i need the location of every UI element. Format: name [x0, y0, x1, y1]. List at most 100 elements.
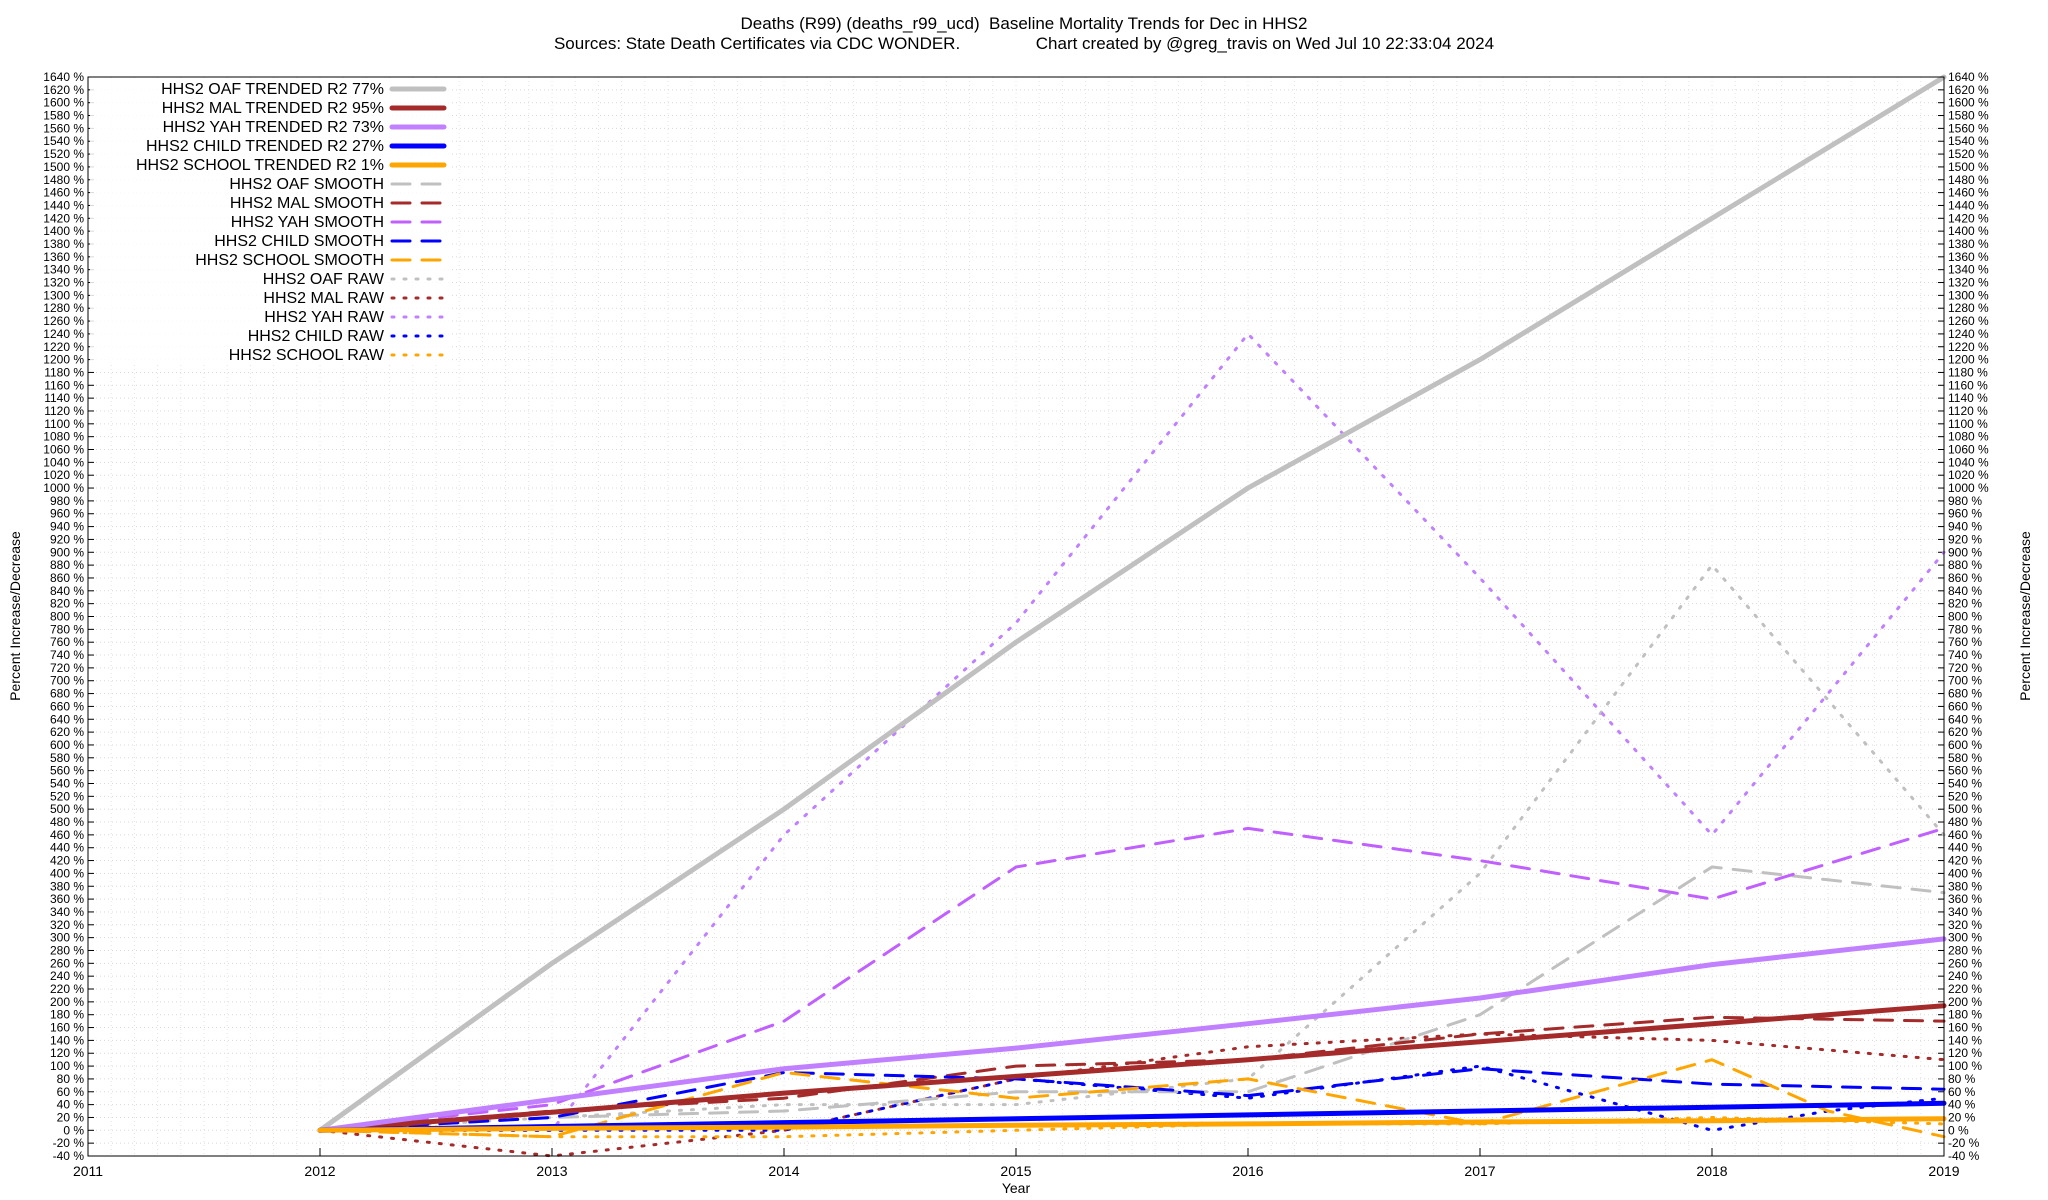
legend-entry-label: HHS2 YAH SMOOTH — [231, 214, 384, 231]
y2-tick-label: 1400 % — [1948, 224, 1989, 238]
y2-tick-label: 1600 % — [1948, 96, 1989, 110]
y-tick-label: 620 % — [50, 725, 84, 739]
y2-tick-label: 1560 % — [1948, 121, 1989, 135]
y2-tick-label: 1260 % — [1948, 314, 1989, 328]
y-tick-label: 1420 % — [43, 211, 84, 225]
y-axis-ticks: -40 % -40 %-20 % -20 %0 % 0 %20 % 20 %40 % 40… — [43, 70, 1989, 1163]
x-axis-label: Year — [1002, 1180, 1031, 1196]
y2-tick-label: 960 % — [1948, 507, 1982, 521]
y-tick-label: 1040 % — [43, 455, 84, 469]
y2-tick-label: 1520 % — [1948, 147, 1989, 161]
y2-tick-label: 1320 % — [1948, 276, 1989, 290]
y2-tick-label: 480 % — [1948, 815, 1982, 829]
y2-tick-label: 540 % — [1948, 776, 1982, 790]
x-tick-label: 2012 — [304, 1163, 335, 1179]
y2-tick-label: -40 % — [1948, 1149, 1980, 1163]
y2-tick-label: 180 % — [1948, 1008, 1982, 1022]
y2-tick-label: 680 % — [1948, 687, 1982, 701]
y-tick-label: 1500 % — [43, 160, 84, 174]
x-tick-label: 2017 — [1464, 1163, 1495, 1179]
y-tick-label: 360 % — [50, 892, 84, 906]
y-tick-label: 1260 % — [43, 314, 84, 328]
y-tick-label: 1580 % — [43, 109, 84, 123]
y-tick-label: 200 % — [50, 995, 84, 1009]
y-tick-label: 220 % — [50, 982, 84, 996]
y-tick-label: 1340 % — [43, 263, 84, 277]
y-tick-label: 520 % — [50, 789, 84, 803]
y-tick-label: 1160 % — [44, 378, 84, 392]
legend-entry-label: HHS2 CHILD SMOOTH — [214, 233, 384, 250]
y-tick-label: 680 % — [50, 687, 84, 701]
y-tick-label: 1640 % — [43, 70, 84, 84]
y-tick-label: 1120 % — [44, 404, 84, 418]
y-tick-label: 0 % — [63, 1123, 84, 1137]
legend-entry-label: HHS2 OAF RAW — [263, 271, 385, 288]
y2-tick-label: 1500 % — [1948, 160, 1989, 174]
y2-tick-label: 60 % — [1948, 1085, 1976, 1099]
series-line — [318, 1064, 1946, 1132]
y-tick-label: 320 % — [50, 918, 84, 932]
legend-entry-label: HHS2 MAL TRENDED R2 95% — [162, 100, 384, 117]
y-tick-label: 880 % — [50, 558, 84, 572]
y2-tick-label: 1080 % — [1948, 430, 1989, 444]
y2-tick-label: 380 % — [1948, 879, 1982, 893]
y2-tick-label: 320 % — [1948, 918, 1982, 932]
y2-tick-label: 580 % — [1948, 751, 1982, 765]
y2-tick-label: 560 % — [1948, 764, 1982, 778]
y-tick-label: 100 % — [50, 1059, 84, 1073]
y-tick-label: 780 % — [50, 622, 84, 636]
series-lines — [317, 74, 1947, 1158]
y-tick-label: 420 % — [50, 854, 84, 868]
y-tick-label: 260 % — [50, 956, 84, 970]
y2-tick-label: 300 % — [1948, 931, 1982, 945]
y-tick-label: 760 % — [50, 635, 84, 649]
series-line — [318, 865, 1946, 1132]
y-tick-label: 1100 % — [44, 417, 84, 431]
y2-tick-label: 940 % — [1948, 520, 1982, 534]
y2-tick-label: 1420 % — [1948, 211, 1989, 225]
y-tick-label: 340 % — [50, 905, 84, 919]
y-tick-label: 1320 % — [43, 276, 84, 290]
y2-tick-label: 40 % — [1948, 1098, 1976, 1112]
legend-entry-label: HHS2 MAL SMOOTH — [230, 195, 384, 212]
y2-tick-label: 160 % — [1948, 1021, 1982, 1035]
y2-tick-label: 420 % — [1948, 854, 1982, 868]
chart-subtitle: Sources: State Death Certificates via CD… — [553, 34, 1495, 53]
y-tick-label: 600 % — [50, 738, 84, 752]
y-tick-label: -40 % — [53, 1149, 85, 1163]
y-tick-label: 280 % — [50, 943, 84, 957]
y2-tick-label: 1020 % — [1948, 468, 1989, 482]
y2-tick-label: 260 % — [1948, 956, 1982, 970]
y2-tick-label: 700 % — [1948, 674, 1982, 688]
y-tick-label: 540 % — [50, 776, 84, 790]
y-tick-label: 240 % — [50, 969, 84, 983]
y2-tick-label: 440 % — [1948, 841, 1982, 855]
y2-tick-label: 880 % — [1948, 558, 1982, 572]
y2-tick-label: 1060 % — [1948, 443, 1989, 457]
y-tick-label: 1600 % — [43, 96, 84, 110]
y2-tick-label: 900 % — [1948, 545, 1982, 559]
y-tick-label: 1180 % — [44, 365, 84, 379]
y-tick-label: 700 % — [50, 674, 84, 688]
y2-tick-label: 1360 % — [1948, 250, 1989, 264]
y2-tick-label: 740 % — [1948, 648, 1982, 662]
y-tick-label: 560 % — [50, 764, 84, 778]
y2-tick-label: 1580 % — [1948, 109, 1989, 123]
y2-tick-label: 840 % — [1948, 584, 1982, 598]
y-tick-label: 840 % — [50, 584, 84, 598]
x-axis-ticks: 2011 2012 2013 2014 2015 2016 2017 2018 2019 — [73, 1163, 1960, 1179]
y-tick-label: 60 % — [57, 1085, 85, 1099]
y2-tick-label: 1220 % — [1948, 340, 1989, 354]
y2-tick-label: 720 % — [1948, 661, 1982, 675]
y2-tick-label: 340 % — [1948, 905, 1982, 919]
y2-tick-label: 760 % — [1948, 635, 1982, 649]
y-tick-label: 440 % — [50, 841, 84, 855]
y-tick-label: 1540 % — [43, 134, 84, 148]
y2-tick-label: 0 % — [1948, 1123, 1969, 1137]
y-tick-label: 1620 % — [43, 83, 84, 97]
y-tick-label: 1480 % — [43, 173, 84, 187]
y-tick-label: 1300 % — [43, 288, 84, 302]
y-tick-label: 920 % — [50, 532, 84, 546]
y-tick-label: -20 % — [53, 1136, 85, 1150]
